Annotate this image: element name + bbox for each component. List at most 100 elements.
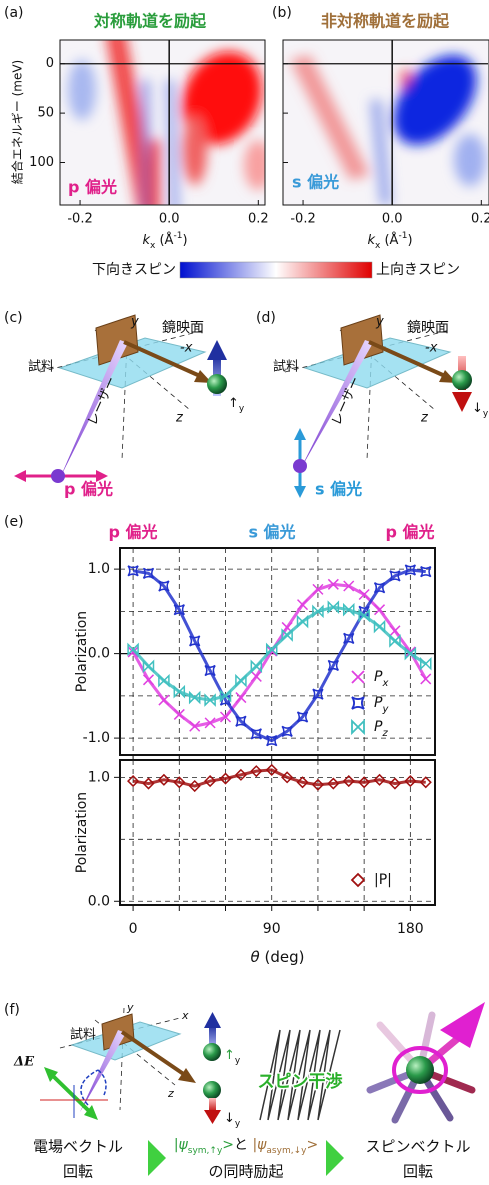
ket-sub: sym,↑y xyxy=(188,1146,223,1156)
marker xyxy=(404,564,416,576)
spin-sub: y xyxy=(483,409,489,419)
y-tick-label: 100 xyxy=(29,155,54,170)
diagram-d: (d) y 鏡映面 -x 試料 z レーザー s 偏光 ↓y xyxy=(256,310,489,499)
x-tick-label: 0.0 xyxy=(382,212,403,227)
axis-label: z xyxy=(175,411,184,426)
legend-sub: x xyxy=(381,678,388,689)
legend-label: Py xyxy=(374,695,389,715)
axis xyxy=(121,317,129,461)
conjunction: と xyxy=(234,1137,252,1153)
electron xyxy=(406,1056,434,1084)
marker xyxy=(327,578,339,590)
laser-spot xyxy=(293,459,307,473)
ket-close: > xyxy=(306,1137,318,1153)
polarization-annotation: s 偏光 xyxy=(248,523,295,542)
spin-sub: y xyxy=(235,1119,241,1129)
x-label-close: ) xyxy=(182,233,187,248)
marker xyxy=(404,646,417,661)
marker xyxy=(342,602,355,617)
legend-marker xyxy=(350,872,366,888)
x-label-sup: -1 xyxy=(398,231,407,241)
x-label-symbol: k xyxy=(142,233,150,248)
marker xyxy=(358,588,370,600)
diagram-f: (f) ΔE 試料 y x z ↑y ↓y スピン干渉 電場ベクトル 回転 |ψ… xyxy=(4,1001,485,1181)
caption: スピンベクトル xyxy=(365,1138,470,1156)
legend-label: Px xyxy=(374,669,388,689)
marker xyxy=(388,777,402,790)
plot: 1.0 0.0 0 90 180 Polarization θ (deg) |P| xyxy=(74,759,436,966)
arrow-head xyxy=(207,340,227,360)
x-axis-label: kx (Å-1) xyxy=(367,231,412,251)
emitted-arrow xyxy=(123,340,201,378)
y-tick-label: -1.0 xyxy=(83,730,110,746)
x-label-sup: -1 xyxy=(173,231,182,241)
electron xyxy=(203,1081,221,1099)
interference-label: スピン干渉 xyxy=(258,1071,343,1092)
panel-title: 対称軌道を励起 xyxy=(93,12,207,31)
x-tick-label: 0.2 xyxy=(248,212,269,227)
spin-label: ↑y xyxy=(224,1048,241,1066)
marker xyxy=(374,604,386,616)
electron xyxy=(203,1043,221,1061)
legend-name: P xyxy=(374,669,383,685)
plot-frame xyxy=(119,759,436,906)
mirror-plane xyxy=(340,314,384,366)
marker xyxy=(158,694,170,706)
marker xyxy=(188,779,201,793)
panel-label: (d) xyxy=(256,310,276,326)
marker xyxy=(188,690,201,705)
x-tick-label: -0.2 xyxy=(290,212,315,227)
caption: |ψsym,↑y>と |ψasym,↓y> xyxy=(174,1137,318,1156)
marker xyxy=(142,674,155,686)
marker xyxy=(173,776,186,789)
marker xyxy=(265,642,278,657)
laser-label: レーザー xyxy=(85,375,120,428)
marker xyxy=(312,604,324,619)
caption: 回転 xyxy=(63,1163,93,1181)
marker xyxy=(204,693,216,707)
legend-marker xyxy=(351,718,365,736)
colorbar-low: 下向きスピン xyxy=(92,262,176,278)
legend-sub: z xyxy=(381,728,388,739)
marker xyxy=(389,570,401,582)
arrow-head xyxy=(452,392,472,412)
arrow-head xyxy=(194,370,212,383)
axis-label: z xyxy=(167,1087,174,1100)
series-line xyxy=(132,768,426,788)
arrow-head xyxy=(204,1110,221,1124)
marker xyxy=(127,565,139,577)
x-axis-label: kx (Å-1) xyxy=(142,231,187,251)
marker xyxy=(343,580,355,592)
legend-marker xyxy=(351,696,365,710)
marker xyxy=(419,776,432,789)
caption: 回転 xyxy=(403,1163,433,1181)
laser-beam xyxy=(80,1030,126,1112)
marker xyxy=(281,725,293,737)
legend-label: |P| xyxy=(374,872,392,888)
axis xyxy=(94,1019,176,1086)
field-arrow xyxy=(50,1073,92,1114)
marker xyxy=(312,583,324,595)
marker xyxy=(142,659,155,674)
marker xyxy=(142,777,155,790)
x-tick-label: -0.2 xyxy=(67,212,92,227)
marker xyxy=(235,673,247,688)
marker xyxy=(235,692,247,704)
caption: の同時励起 xyxy=(208,1163,283,1181)
marker xyxy=(157,773,170,786)
heatmap-frame xyxy=(282,39,489,206)
marker xyxy=(142,567,155,579)
marker xyxy=(297,599,309,611)
marker xyxy=(327,777,340,790)
ket-close: > xyxy=(222,1137,234,1153)
spin-label: ↓y xyxy=(224,1111,241,1129)
marker xyxy=(358,776,371,789)
heatmap xyxy=(283,40,488,205)
legend-label: Pz xyxy=(374,719,388,739)
spin-arrow-symbol: ↑ xyxy=(224,1048,235,1063)
caption: 電場ベクトル xyxy=(33,1138,123,1156)
sample-label: 試料 xyxy=(70,1027,96,1043)
y-tick-label: 1.0 xyxy=(88,561,110,577)
laser-spot xyxy=(51,469,65,483)
marker xyxy=(281,771,294,784)
